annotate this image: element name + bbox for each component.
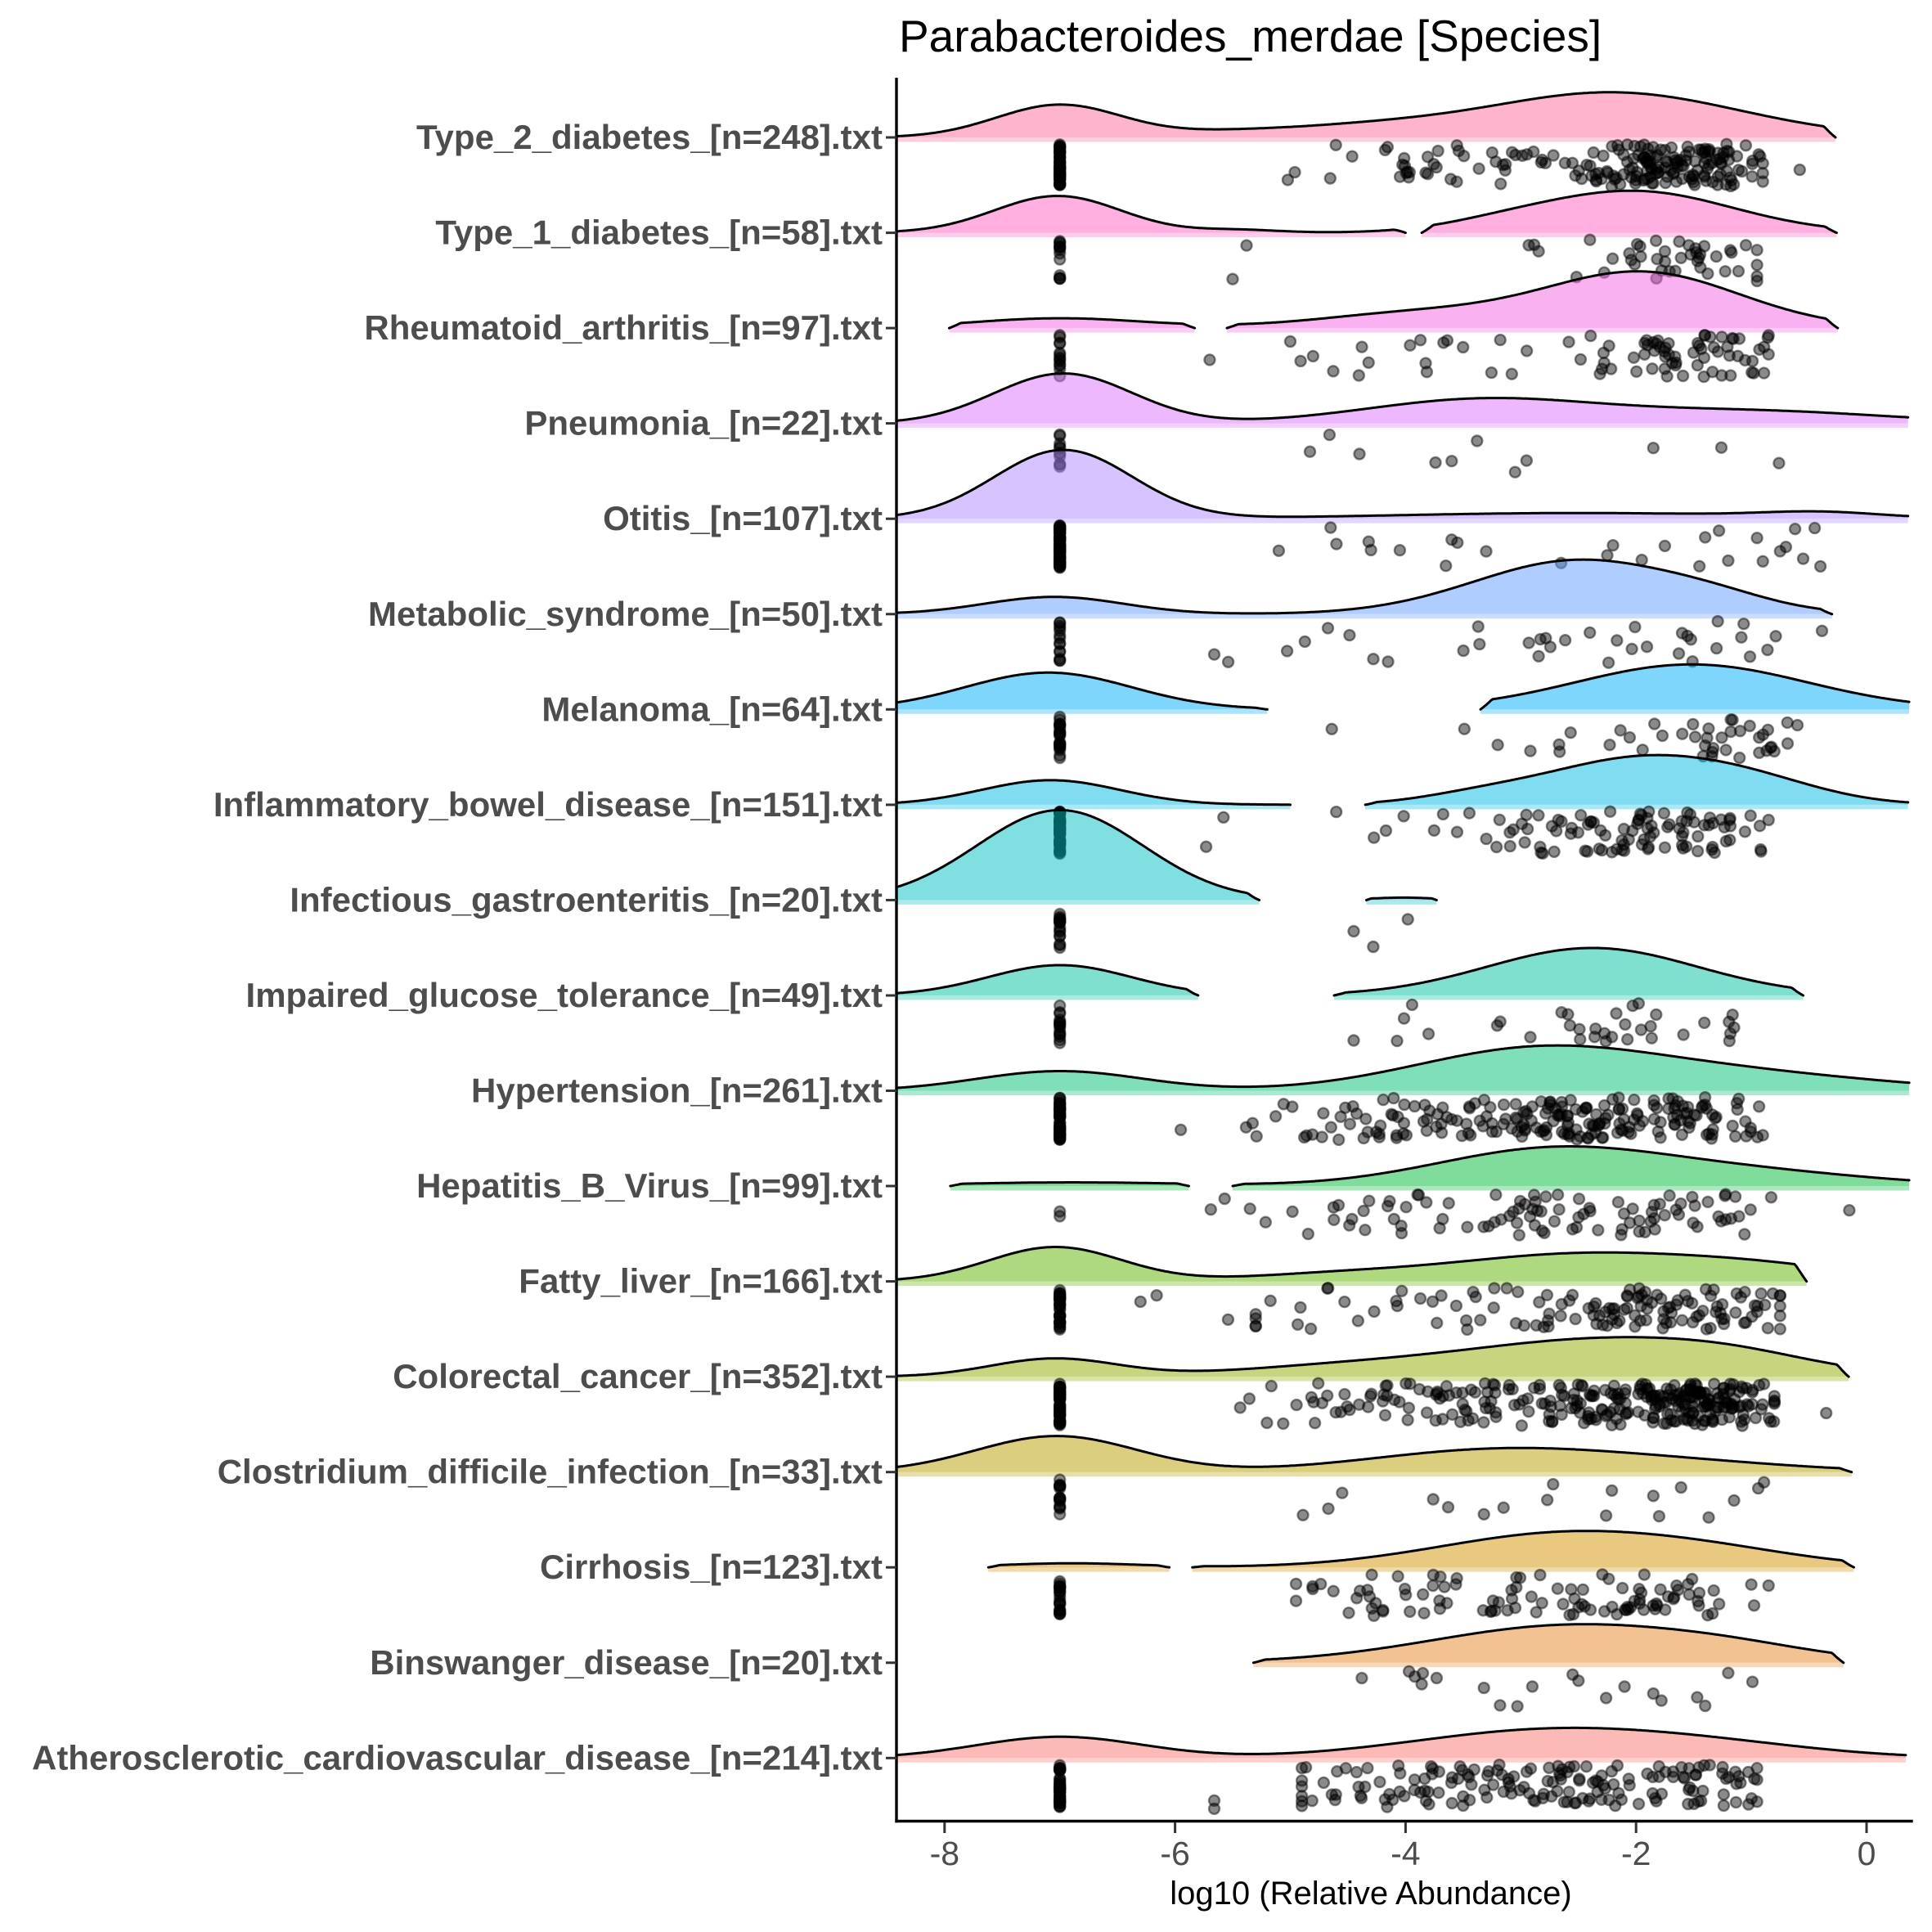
svg-text:Otitis_[n=107].txt: Otitis_[n=107].txt	[603, 499, 883, 537]
svg-text:Fatty_liver_[n=166].txt: Fatty_liver_[n=166].txt	[519, 1262, 883, 1301]
svg-text:Atherosclerotic_cardiovascular: Atherosclerotic_cardiovascular_disease_[…	[32, 1738, 883, 1777]
svg-text:Cirrhosis_[n=123].txt: Cirrhosis_[n=123].txt	[540, 1548, 883, 1586]
svg-text:-6: -6	[1160, 1835, 1189, 1872]
svg-text:Rheumatoid_arthritis_[n=97].tx: Rheumatoid_arthritis_[n=97].txt	[364, 308, 883, 347]
svg-text:Clostridium_difficile_infectio: Clostridium_difficile_infection_[n=33].t…	[218, 1453, 883, 1491]
svg-text:Colorectal_cancer_[n=352].txt: Colorectal_cancer_[n=352].txt	[393, 1357, 883, 1395]
svg-text:Type_1_diabetes_[n=58].txt: Type_1_diabetes_[n=58].txt	[435, 213, 883, 252]
svg-text:Type_2_diabetes_[n=248].txt: Type_2_diabetes_[n=248].txt	[416, 118, 883, 156]
svg-text:Metabolic_syndrome_[n=50].txt: Metabolic_syndrome_[n=50].txt	[368, 595, 883, 633]
svg-text:Parabacteroides_merdae [Specie: Parabacteroides_merdae [Species]	[899, 11, 1602, 61]
svg-text:-4: -4	[1391, 1835, 1420, 1872]
svg-text:-2: -2	[1621, 1835, 1651, 1872]
svg-text:Impaired_glucose_tolerance_[n=: Impaired_glucose_tolerance_[n=49].txt	[246, 976, 883, 1014]
svg-text:Infectious_gastroenteritis_[n=: Infectious_gastroenteritis_[n=20].txt	[290, 880, 883, 919]
svg-text:0: 0	[1858, 1835, 1876, 1872]
svg-text:log10 (Relative Abundance): log10 (Relative Abundance)	[1170, 1876, 1571, 1912]
svg-text:Melanoma_[n=64].txt: Melanoma_[n=64].txt	[541, 690, 883, 728]
svg-text:Pneumonia_[n=22].txt: Pneumonia_[n=22].txt	[524, 404, 883, 443]
svg-text:Hepatitis_B_Virus_[n=99].txt: Hepatitis_B_Virus_[n=99].txt	[416, 1166, 883, 1205]
svg-text:Hypertension_[n=261].txt: Hypertension_[n=261].txt	[471, 1072, 883, 1110]
svg-text:Inflammatory_bowel_disease_[n=: Inflammatory_bowel_disease_[n=151].txt	[213, 785, 883, 824]
svg-text:Binswanger_disease_[n=20].txt: Binswanger_disease_[n=20].txt	[370, 1643, 883, 1682]
svg-text:-8: -8	[930, 1835, 959, 1872]
